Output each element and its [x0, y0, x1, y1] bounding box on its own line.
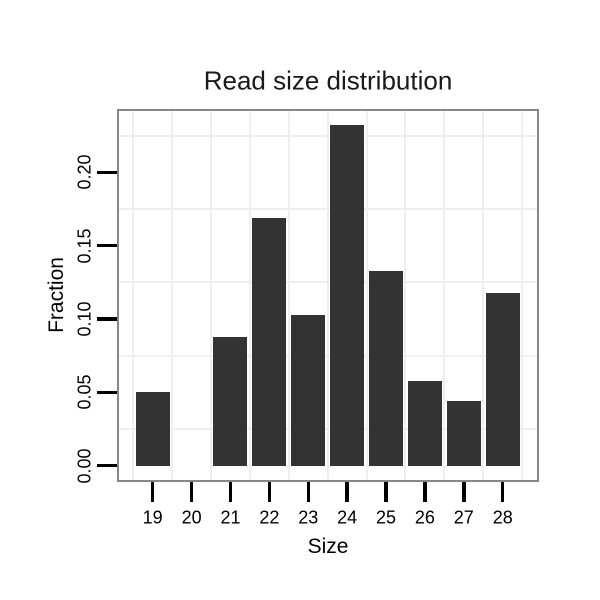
h-gridline	[119, 134, 537, 137]
x-tick-label-20: 20	[181, 507, 202, 528]
bar-19	[135, 392, 170, 466]
bar-28	[485, 292, 520, 466]
x-tick-19	[150, 482, 155, 502]
y-tick-label-0.00: 0.00	[74, 448, 95, 484]
x-tick-26	[423, 482, 427, 502]
x-tick-24	[345, 482, 349, 502]
x-tick-20	[189, 482, 194, 502]
h-gridline	[119, 208, 537, 211]
plot-panel	[117, 109, 539, 482]
h-gridline	[119, 354, 537, 357]
v-gridline	[404, 111, 407, 480]
y-axis-label: Fraction	[45, 257, 68, 333]
x-tick-27	[462, 482, 466, 502]
y-tick-label-0.05: 0.05	[74, 374, 95, 410]
v-gridline	[482, 111, 485, 480]
x-tick-label-27: 27	[453, 507, 474, 528]
x-tick-label-25: 25	[376, 507, 397, 528]
x-tick-25	[384, 482, 388, 502]
x-tick-22	[267, 482, 272, 502]
v-gridline	[210, 111, 213, 480]
y-tick-0.20	[97, 170, 117, 175]
v-gridline	[248, 111, 251, 480]
h-gridline	[119, 281, 537, 284]
x-tick-23	[306, 482, 310, 502]
h-gridline	[119, 428, 537, 431]
x-tick-label-21: 21	[220, 507, 241, 528]
y-tick-label-0.10: 0.10	[74, 301, 95, 337]
y-tick-0.10	[97, 317, 117, 321]
v-gridline	[521, 111, 524, 480]
chart-title: Read size distribution	[203, 65, 453, 96]
x-tick-label-23: 23	[298, 507, 319, 528]
x-tick-label-19: 19	[142, 507, 163, 528]
bar-24	[330, 125, 365, 466]
x-tick-label-26: 26	[414, 507, 435, 528]
v-gridline	[443, 111, 446, 480]
v-gridline	[326, 111, 329, 480]
y-tick-label-0.20: 0.20	[74, 154, 95, 190]
x-axis-label: Size	[307, 535, 349, 558]
y-tick-label-0.15: 0.15	[74, 228, 95, 264]
bar-21	[213, 336, 248, 466]
x-tick-label-28: 28	[492, 507, 513, 528]
x-tick-label-24: 24	[337, 507, 358, 528]
y-tick-0.05	[97, 390, 117, 395]
v-gridline	[365, 111, 368, 480]
bar-22	[252, 217, 287, 466]
v-gridline	[132, 111, 135, 480]
v-gridline	[171, 111, 174, 480]
bar-23	[291, 314, 326, 466]
y-tick-0.00	[97, 463, 117, 468]
x-tick-21	[228, 482, 233, 502]
bar-25	[369, 270, 404, 466]
bar-26	[407, 380, 442, 466]
x-tick-label-22: 22	[259, 507, 280, 528]
bar-27	[446, 401, 481, 466]
x-tick-28	[500, 482, 505, 502]
y-tick-0.15	[97, 243, 117, 248]
v-gridline	[287, 111, 290, 480]
